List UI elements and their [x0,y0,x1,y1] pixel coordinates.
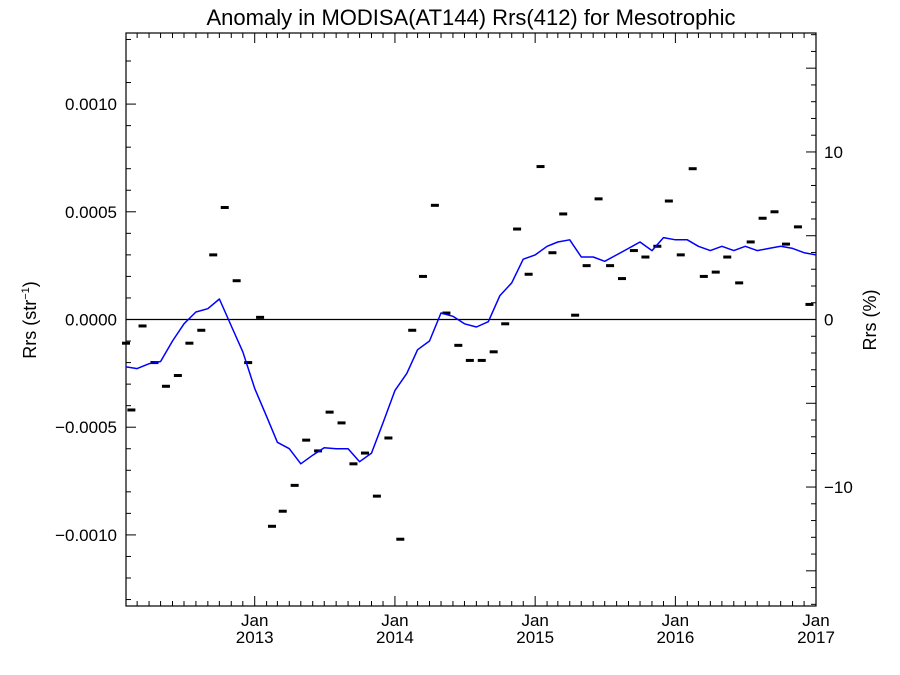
x-tick-label-year: 2017 [797,628,835,647]
data-point [197,328,206,332]
data-point [723,255,732,259]
data-point [430,203,439,207]
data-point [418,274,427,278]
data-point [360,451,369,455]
data-point [349,462,358,466]
left-tick-label: 0.0005 [65,203,117,222]
data-point [173,374,182,378]
x-tick-label-month: Jan [521,611,548,630]
x-tick-label-month: Jan [662,611,689,630]
left-axis-label-close: ) [20,281,40,287]
data-point [524,272,533,276]
data-point [711,270,720,274]
data-point [629,249,638,253]
right-tick-label: 0 [824,311,833,330]
data-point [489,350,498,354]
data-point [454,343,463,347]
data-point [782,242,791,246]
data-point [442,311,451,315]
data-point [699,274,708,278]
data-point [244,361,253,365]
left-tick-label: −0.0010 [55,526,117,545]
data-point [676,253,685,257]
data-point [653,244,662,248]
data-point [278,509,287,513]
data-point [372,494,381,498]
data-point [805,302,814,306]
data-point [664,199,673,203]
left-tick-label: 0.0010 [65,95,117,114]
left-axis-label: Rrs (str−1) [20,281,40,359]
data-point [548,251,557,255]
data-point [396,537,405,541]
data-point [302,438,311,442]
data-point [220,205,229,209]
data-point [746,240,755,244]
x-tick-label-year: 2013 [236,628,274,647]
x-tick-label-year: 2016 [656,628,694,647]
right-axis-label: Rrs (%) [860,290,880,351]
x-tick-label-year: 2015 [516,628,554,647]
data-point [688,167,697,171]
data-point [232,279,241,283]
right-tick-label: −10 [824,478,853,497]
x-tick-label-year: 2014 [376,628,414,647]
x-tick-label-month: Jan [381,611,408,630]
data-point [267,524,276,528]
left-axis-label-superscript: −1 [20,287,32,300]
data-point [606,264,615,268]
data-point [758,216,767,220]
data-point [325,410,334,414]
data-point [122,341,130,345]
x-tick-label-month: Jan [802,611,829,630]
data-point [337,421,346,425]
data-point [185,341,194,345]
right-tick-label: 10 [824,143,843,162]
left-tick-label: −0.0005 [55,418,117,437]
data-point [209,253,218,257]
data-point [256,315,265,319]
data-point [290,483,299,487]
data-point [127,408,136,412]
data-point [582,264,591,268]
axes: 0.0010 0.0005 0.0000 −0.0005 −0.0010 10 0 −10 Ja… [55,32,853,647]
chart-title: Anomaly in MODISA(AT144) Rrs(412) for Me… [207,5,736,30]
data-point [559,212,568,216]
data-point [384,436,393,440]
data-point [571,313,580,317]
x-tick-label-month: Jan [241,611,268,630]
series-line [125,236,817,465]
data-point [408,328,417,332]
data-point [513,227,522,231]
left-tick-label: 0.0000 [65,311,117,330]
data-point [793,225,802,229]
data-point [641,255,650,259]
data-point [617,277,626,281]
data-point [477,358,486,362]
plot-marks [122,165,817,541]
data-point [770,210,779,214]
data-point [465,358,474,362]
data-point [594,197,603,201]
data-point [536,165,545,169]
data-point [735,281,744,285]
data-point [138,324,147,328]
left-axis-label-main: Rrs (str [20,300,40,359]
data-point [501,322,510,326]
data-point [161,384,170,388]
